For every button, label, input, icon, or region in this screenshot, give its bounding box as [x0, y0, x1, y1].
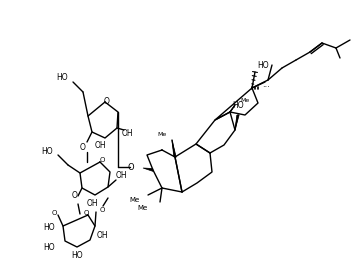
Text: Me: Me [138, 205, 148, 211]
Text: HO: HO [43, 224, 55, 233]
Text: OH: OH [94, 141, 106, 150]
Text: OH: OH [116, 172, 128, 180]
Polygon shape [143, 168, 153, 172]
Text: OH: OH [86, 199, 98, 208]
Text: O: O [99, 157, 105, 163]
Text: HO: HO [42, 147, 53, 156]
Text: O: O [71, 192, 77, 201]
Polygon shape [172, 140, 176, 157]
Text: Me: Me [130, 197, 140, 203]
Text: HO: HO [43, 243, 55, 251]
Polygon shape [235, 115, 239, 130]
Polygon shape [229, 105, 235, 113]
Text: OH: OH [122, 128, 134, 137]
Text: OH: OH [97, 231, 109, 240]
Text: HO: HO [257, 62, 269, 70]
Text: O: O [127, 163, 134, 172]
Text: HO: HO [71, 251, 83, 260]
Text: ···: ··· [262, 83, 270, 92]
Text: O: O [79, 143, 85, 151]
Text: Me: Me [240, 98, 249, 102]
Text: HO: HO [56, 73, 68, 82]
Text: O: O [100, 207, 105, 213]
Text: Me: Me [158, 131, 167, 137]
Text: O: O [51, 210, 57, 216]
Text: HO: HO [232, 101, 244, 110]
Text: O: O [83, 210, 89, 216]
Text: O: O [104, 98, 110, 107]
